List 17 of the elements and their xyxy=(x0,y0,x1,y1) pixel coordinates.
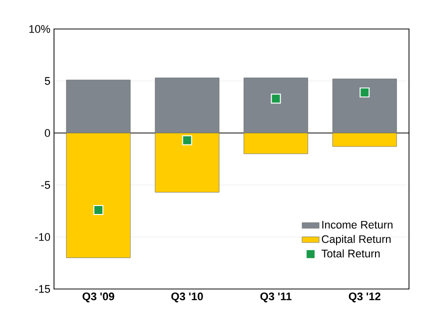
x-tick-label: Q3 '12 xyxy=(348,292,380,302)
point xyxy=(360,87,370,98)
point xyxy=(93,204,104,215)
x-tick-label: Q3 '11 xyxy=(260,292,292,302)
y-tick-label: 10% xyxy=(29,25,50,33)
point xyxy=(182,135,192,146)
x-tick-label: Q3 '09 xyxy=(82,292,114,302)
legend-label: Capital Return xyxy=(322,234,391,246)
x-tick-label: Q3 '10 xyxy=(171,292,203,302)
y-tick-label: -10 xyxy=(35,233,50,241)
y-tick-label: -5 xyxy=(41,181,50,189)
point xyxy=(270,94,281,104)
legend-label: Total Return xyxy=(322,249,380,258)
y-tick-label: 5 xyxy=(44,77,50,85)
y-tick-label: -15 xyxy=(35,285,50,293)
legend-label: Income Return xyxy=(322,220,392,229)
y-tick-label: 0 xyxy=(44,129,50,137)
